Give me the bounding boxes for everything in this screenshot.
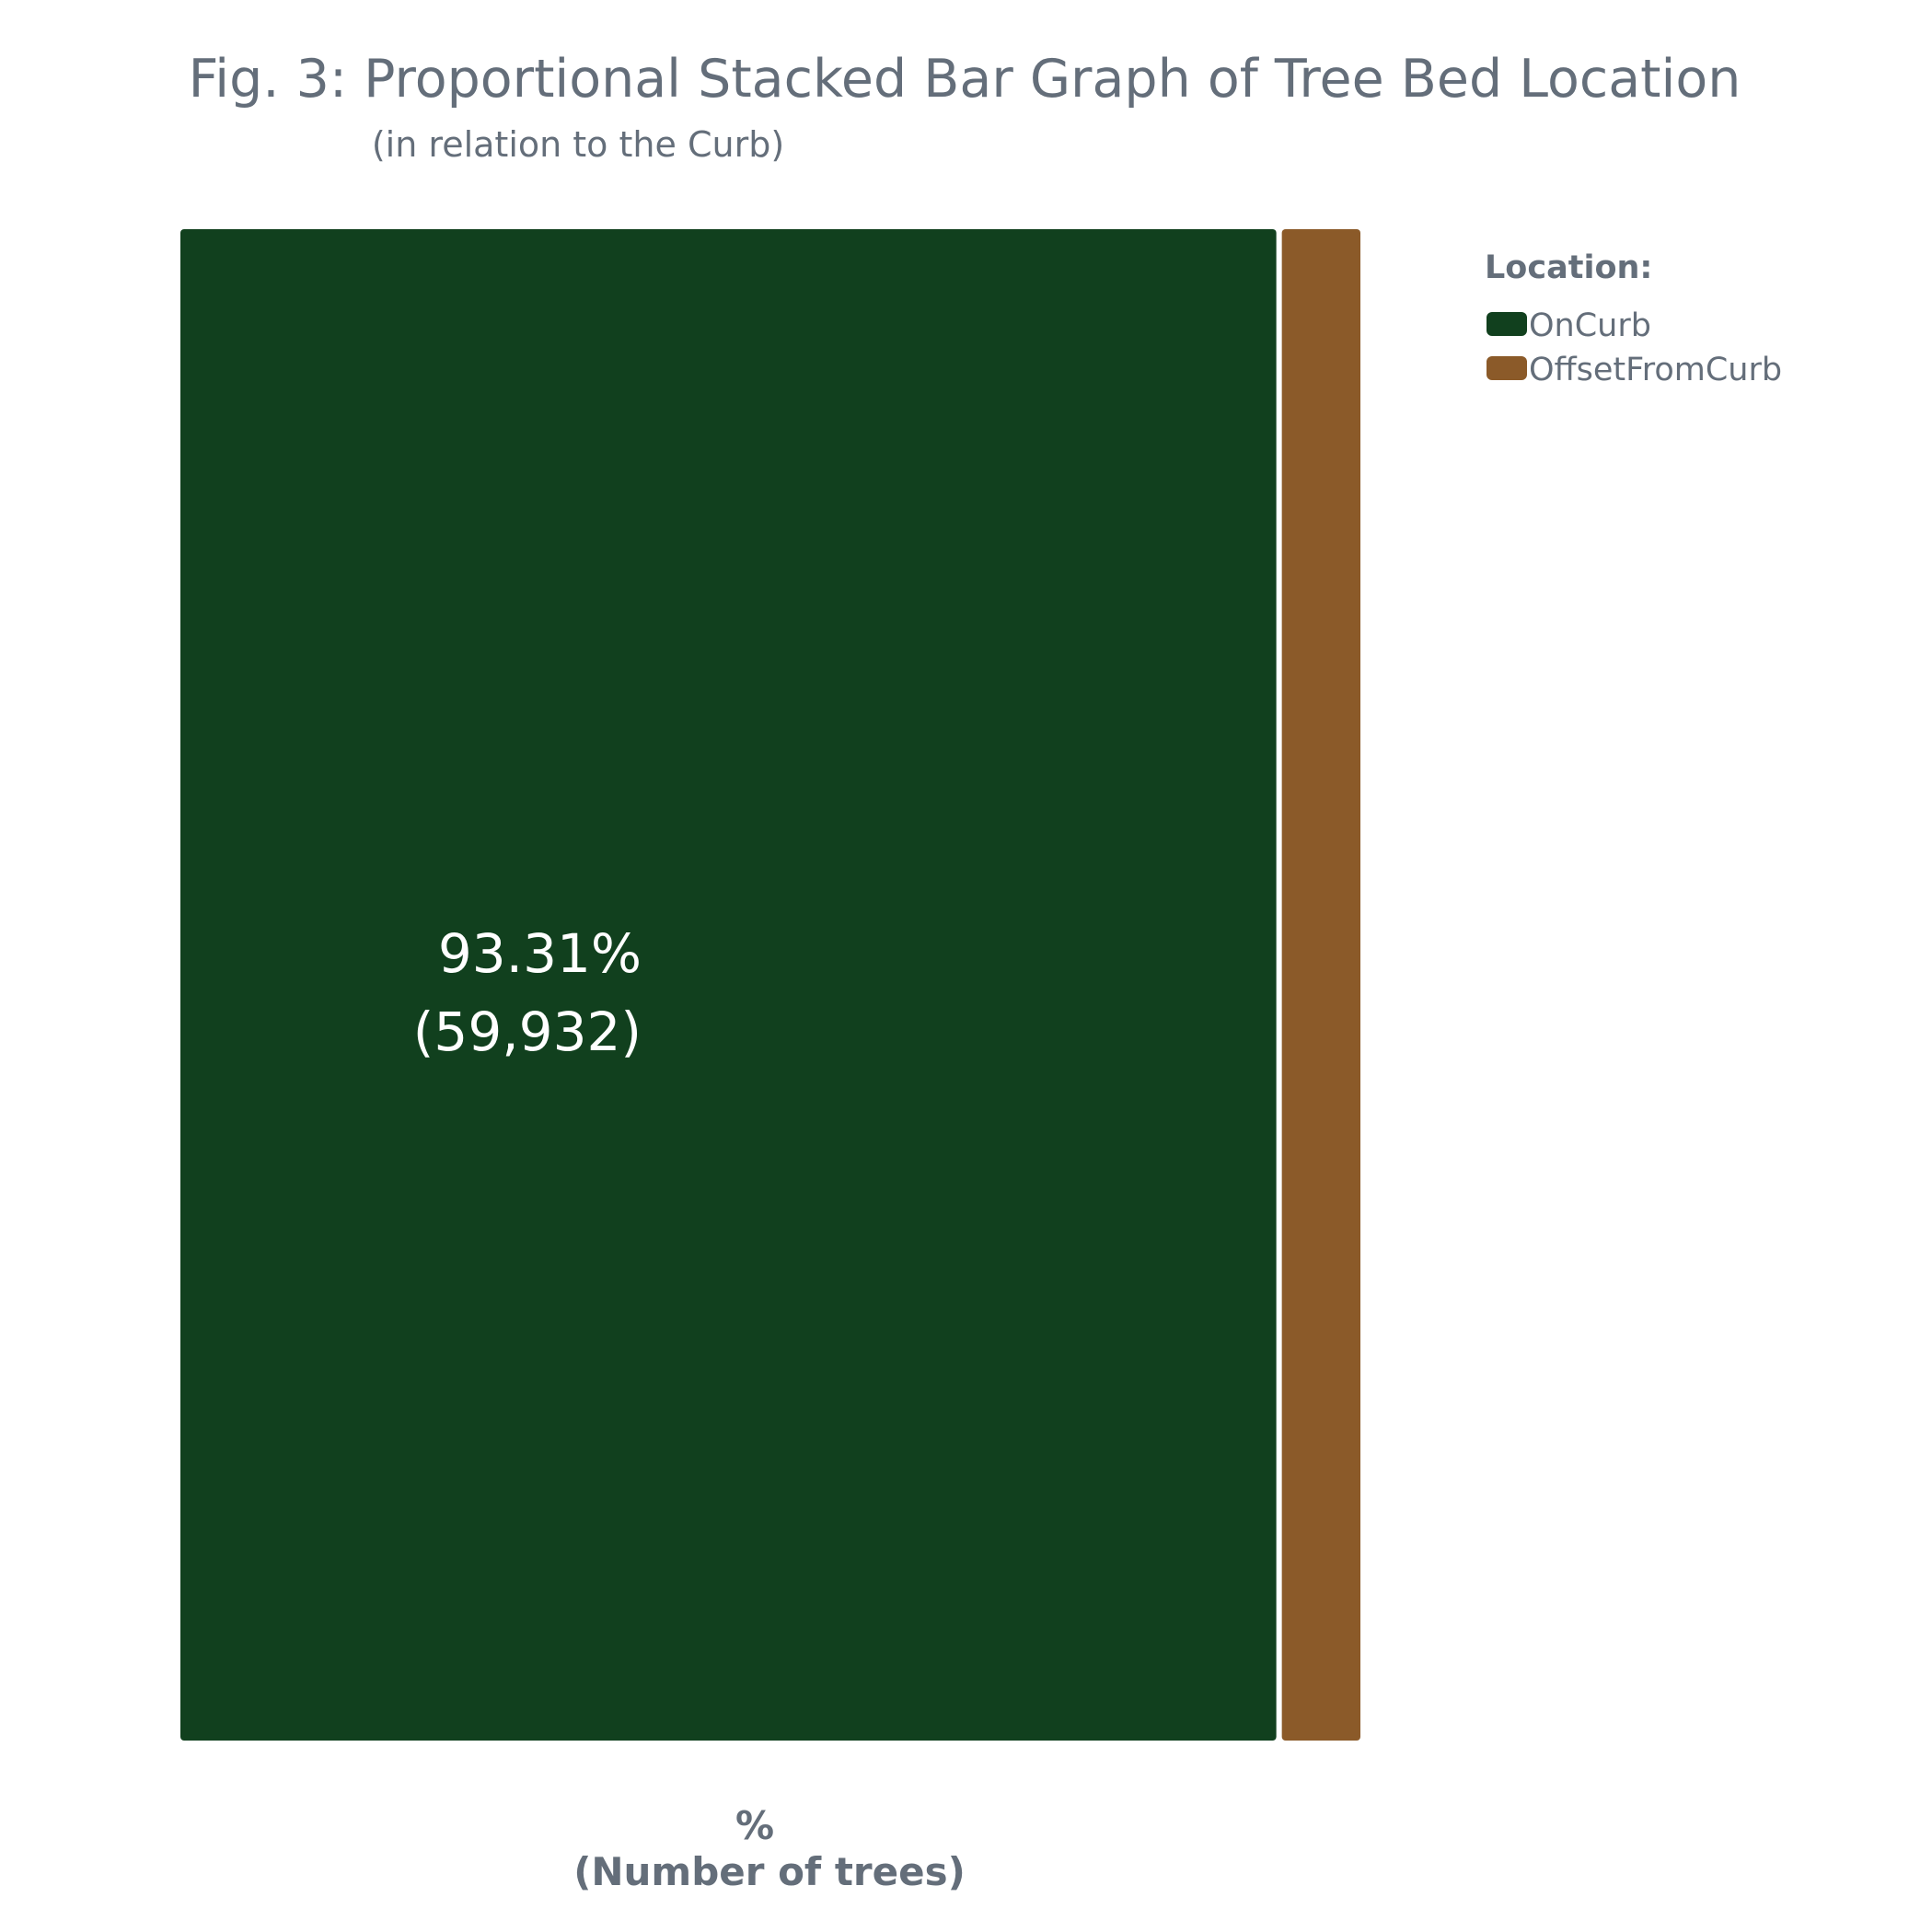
bar-group xyxy=(180,229,1360,1741)
data-label-group: 93.31% (59,932) xyxy=(413,922,642,1063)
legend-swatch-oncurb xyxy=(1487,312,1527,336)
legend-swatch-offsetfromcurb xyxy=(1487,356,1527,380)
legend: Location: OnCurb OffsetFromCurb xyxy=(1485,249,1782,388)
bar-segment-offsetfromcurb xyxy=(1281,229,1360,1741)
chart-title: Fig. 3: Proportional Stacked Bar Graph o… xyxy=(189,49,1741,110)
x-axis-label-unit: % xyxy=(735,1803,774,1848)
data-label-oncurb-percent: 93.31% xyxy=(438,922,642,985)
legend-label-offsetfromcurb: OffsetFromCurb xyxy=(1529,352,1782,388)
x-axis-label: (Number of trees) xyxy=(573,1849,966,1894)
data-label-oncurb-count: (59,932) xyxy=(413,1001,642,1063)
chart-subtitle: (in relation to the Curb) xyxy=(372,124,784,165)
legend-title: Location: xyxy=(1485,249,1652,286)
bar-segment-oncurb xyxy=(180,229,1277,1741)
legend-label-oncurb: OnCurb xyxy=(1529,307,1651,344)
